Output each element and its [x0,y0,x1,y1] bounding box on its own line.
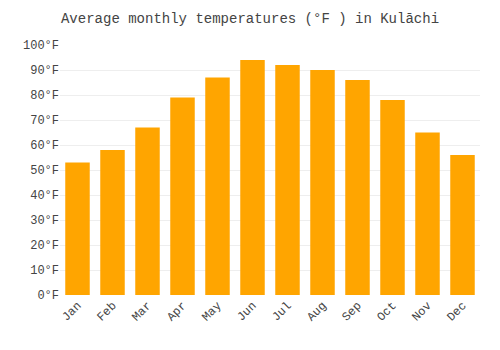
svg-text:Oct: Oct [374,299,399,324]
svg-text:0°F: 0°F [37,289,59,303]
svg-text:70°F: 70°F [30,114,59,128]
svg-text:30°F: 30°F [30,214,59,228]
svg-text:90°F: 90°F [30,64,59,78]
svg-text:Jan: Jan [59,299,84,324]
svg-text:Apr: Apr [164,299,189,324]
svg-text:80°F: 80°F [30,89,59,103]
svg-text:Jul: Jul [269,299,294,324]
svg-text:40°F: 40°F [30,189,59,203]
svg-text:Aug: Aug [304,299,329,324]
svg-text:May: May [199,299,224,324]
svg-text:Sep: Sep [339,299,364,324]
svg-text:Average monthly temperatures (: Average monthly temperatures (°F ) in Ku… [61,11,439,27]
svg-text:Mar: Mar [129,299,154,324]
svg-text:Dec: Dec [444,299,469,324]
svg-text:10°F: 10°F [30,264,59,278]
svg-text:Jun: Jun [234,299,259,324]
svg-text:20°F: 20°F [30,239,59,253]
svg-text:60°F: 60°F [30,139,59,153]
svg-text:Nov: Nov [409,299,434,324]
svg-text:100°F: 100°F [23,39,59,53]
svg-text:Feb: Feb [94,299,119,324]
svg-text:50°F: 50°F [30,164,59,178]
